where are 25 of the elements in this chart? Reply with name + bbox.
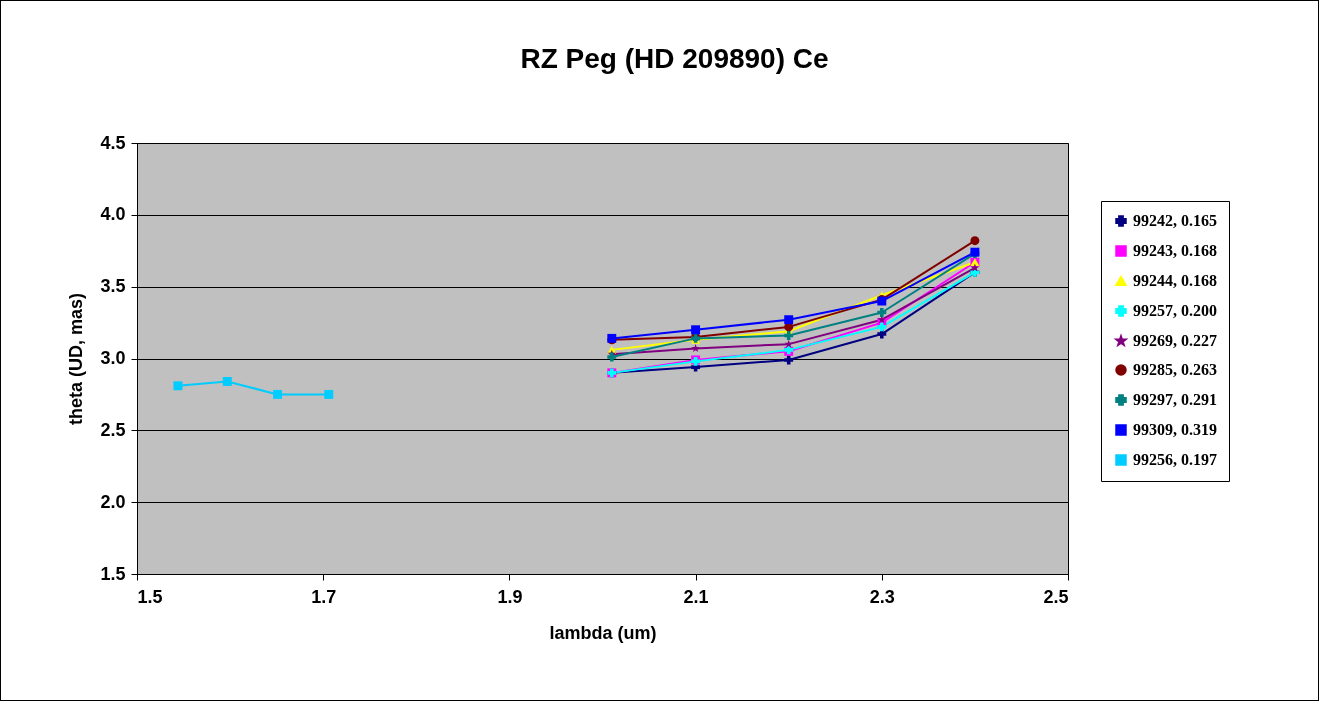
y-tick-label: 3.5 [100,276,126,297]
legend-label: 99269, 0.227 [1133,332,1217,349]
legend-label: 99243, 0.168 [1133,242,1217,259]
legend-label: 99285, 0.263 [1133,361,1217,378]
y-axis-title: theta (UD, mas) [66,292,87,426]
legend-label: 99256, 0.197 [1133,451,1217,468]
y-tick-label: 4.0 [100,204,126,225]
x-tick-label: 2.5 [1043,586,1069,607]
legend-label: 99297, 0.291 [1133,391,1217,408]
legend-label: 99257, 0.200 [1133,302,1217,319]
chart-title: RZ Peg (HD 209890) Ce [520,43,829,74]
x-tick-label: 1.7 [311,586,337,607]
y-tick-label: 2.0 [100,491,126,512]
x-tick-label: 2.3 [869,586,895,607]
y-tick-label: 1.5 [100,563,126,584]
y-tick-label: 4.5 [100,132,126,153]
x-tick-label: 1.9 [497,586,523,607]
x-tick-label: 1.5 [137,586,163,607]
y-tick-label: 3.0 [100,348,126,368]
x-tick-label: 2.1 [683,586,709,607]
legend-label: 99244, 0.168 [1133,272,1217,289]
x-axis-title: lambda (um) [549,622,657,643]
y-tick-label: 2.5 [100,419,126,440]
legend-label: 99242, 0.165 [1133,212,1217,229]
legend-label: 99309, 0.319 [1133,421,1217,438]
